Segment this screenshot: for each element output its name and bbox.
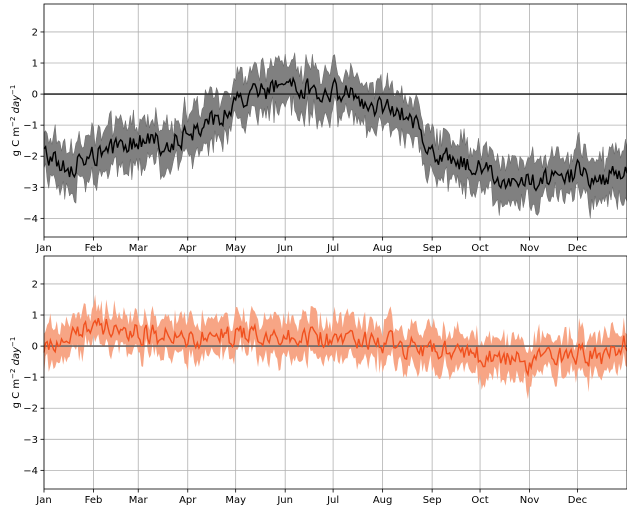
x-tick-label: Sep (423, 243, 442, 254)
y-tick-label: −4 (23, 466, 38, 477)
x-tick-label: Jan (35, 495, 51, 506)
x-tick-label: Dec (568, 495, 587, 506)
series-spread-band (43, 52, 627, 219)
series-spread-band (44, 294, 627, 400)
y-tick-label: 0 (32, 342, 38, 353)
series-mean-line (43, 318, 627, 378)
y-tick-label: 1 (32, 311, 38, 322)
y-tick-label: −2 (23, 152, 38, 163)
chart-panel-1: 2 1 0 −1 −2 −3 −4 Jan Feb Mar Apr May Jun Jul Aug Sep Oc… (9, 3, 627, 254)
x-tick-label: May (225, 495, 246, 506)
x-tick-label: Aug (373, 243, 393, 254)
x-tick-label: Jul (326, 243, 339, 254)
x-tick-label: Mar (129, 495, 149, 506)
x-tick-label: May (225, 243, 246, 254)
x-tick-label: Nov (520, 495, 540, 506)
x-tick-label: Feb (85, 243, 103, 254)
y-axis-label: g C m−2 day−1 (9, 337, 22, 409)
x-tick-label: Dec (568, 243, 587, 254)
y-tick-label: −3 (23, 183, 38, 194)
x-tick-label: Sep (423, 495, 442, 506)
y-tick-label: 0 (32, 90, 38, 101)
y-tick-label: 1 (32, 59, 38, 70)
chart-panel-2: 2 1 0 −1 −2 −3 −4 Jan Feb Mar Apr May Jun Jul Aug Sep Oc… (9, 255, 627, 506)
y-tick-label: −1 (23, 121, 38, 132)
y-tick-label: −3 (23, 435, 38, 446)
x-tick-label: Nov (520, 243, 540, 254)
x-tick-label: Jul (326, 495, 339, 506)
x-tick-label: Mar (129, 243, 149, 254)
x-tick-label: Apr (179, 243, 197, 254)
x-tick-label: Oct (471, 495, 488, 506)
x-tick-label: Aug (373, 495, 393, 506)
y-tick-label: −2 (23, 404, 38, 415)
y-axis-label: g C m−2 day−1 (9, 85, 22, 157)
plot-frame (43, 3, 627, 238)
x-tick-label: Oct (471, 243, 488, 254)
series-mean-line (43, 76, 627, 192)
y-tick-label: −1 (23, 373, 38, 384)
y-tick-label: 2 (32, 27, 38, 38)
x-tick-label: Feb (85, 495, 103, 506)
y-tick-label: 2 (32, 279, 38, 290)
x-tick-label: Jun (276, 243, 293, 254)
y-tick-label: −4 (23, 214, 38, 225)
x-tick-label: Jan (35, 243, 51, 254)
plot-frame (43, 255, 627, 490)
x-tick-label: Jun (276, 495, 293, 506)
x-tick-label: Apr (179, 495, 197, 506)
